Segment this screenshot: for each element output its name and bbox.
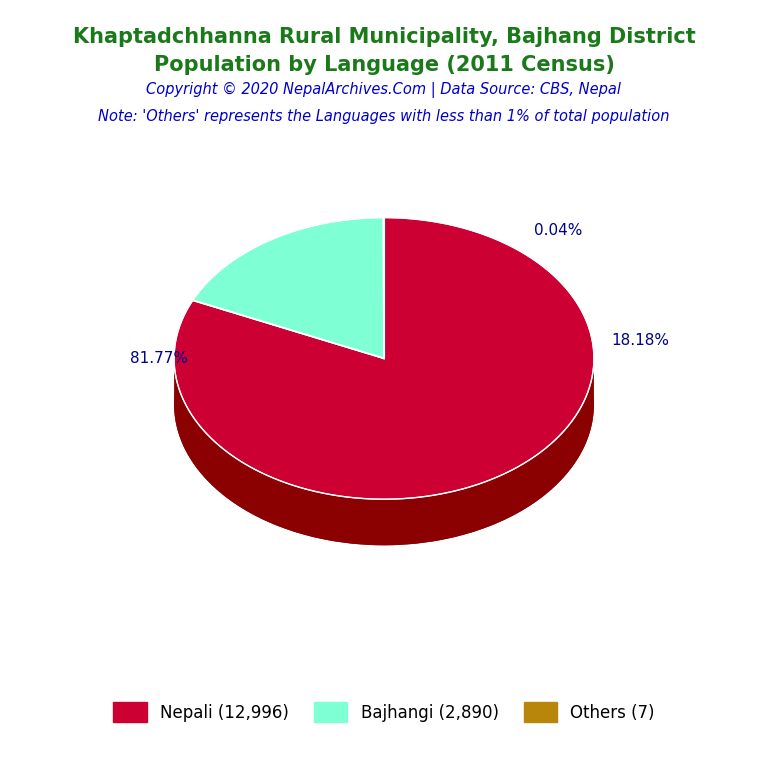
Text: Copyright © 2020 NepalArchives.Com | Data Source: CBS, Nepal: Copyright © 2020 NepalArchives.Com | Dat… (147, 82, 621, 98)
Polygon shape (193, 217, 384, 359)
Ellipse shape (174, 263, 594, 545)
Polygon shape (174, 359, 594, 545)
Polygon shape (174, 217, 594, 499)
Text: Khaptadchhanna Rural Municipality, Bajhang District: Khaptadchhanna Rural Municipality, Bajha… (73, 27, 695, 47)
Text: Note: 'Others' represents the Languages with less than 1% of total population: Note: 'Others' represents the Languages … (98, 109, 670, 124)
Text: 18.18%: 18.18% (611, 333, 669, 348)
Text: Population by Language (2011 Census): Population by Language (2011 Census) (154, 55, 614, 75)
Legend: Nepali (12,996), Bajhangi (2,890), Others (7): Nepali (12,996), Bajhangi (2,890), Other… (107, 695, 661, 729)
Text: 81.77%: 81.77% (130, 351, 187, 366)
Text: 0.04%: 0.04% (534, 223, 582, 238)
